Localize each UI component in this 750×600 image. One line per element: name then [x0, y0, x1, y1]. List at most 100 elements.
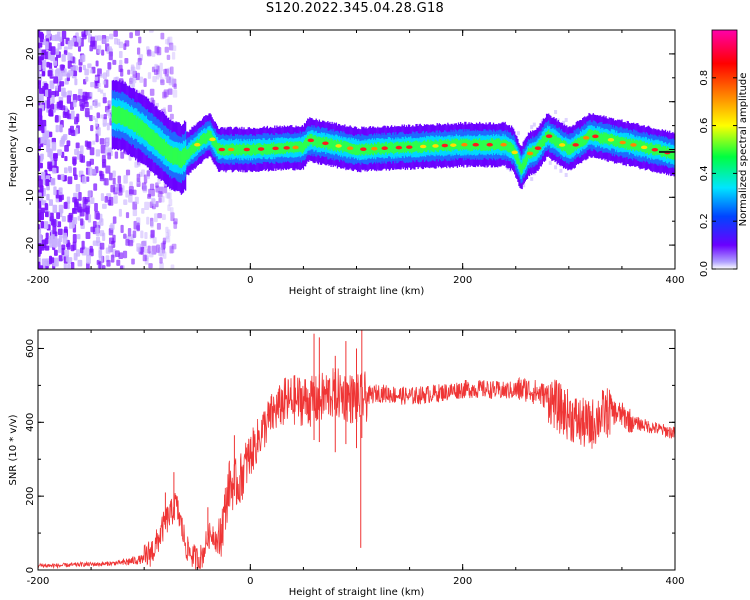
- heatmap-cell: [70, 110, 75, 120]
- heatmap-hotspot: [619, 140, 626, 145]
- heatmap-cell: [102, 203, 107, 209]
- heatmap-cell: [90, 197, 95, 204]
- heatmap-cell: [73, 167, 77, 177]
- heatmap-hotspot: [371, 146, 378, 151]
- heatmap-cell: [66, 71, 71, 78]
- heatmap-cell: [84, 68, 89, 76]
- heatmap-cell: [120, 224, 124, 234]
- heatmap-cell: [107, 199, 112, 206]
- heatmap-cell: [156, 244, 160, 253]
- heatmap-cell: [314, 135, 316, 146]
- heatmap-cell: [109, 33, 114, 40]
- heatmap-hotspot: [257, 147, 265, 151]
- heatmap-cell: [481, 140, 483, 152]
- heatmap-cell: [102, 92, 106, 97]
- heatmap-cell: [131, 112, 134, 130]
- heatmap-cell: [105, 143, 109, 148]
- heatmap-hotspot: [592, 134, 599, 139]
- heatmap-cell: [165, 38, 170, 45]
- heatmap-cell: [47, 70, 53, 77]
- heatmap-cell: [52, 152, 58, 159]
- heatmap-cell: [149, 234, 154, 240]
- heatmap-cell: [98, 261, 102, 269]
- heatmap-cell: [613, 135, 616, 146]
- heatmap-cell: [391, 142, 394, 154]
- heatmap-cell: [580, 136, 583, 147]
- heatmap-cell: [162, 251, 167, 259]
- heatmap-cell: [177, 148, 179, 166]
- heatmap-cell: [448, 140, 450, 151]
- heatmap-cell: [193, 143, 195, 154]
- heatmap-cell: [144, 201, 150, 211]
- heatmap-cell: [192, 142, 194, 153]
- heatmap-cell: [147, 49, 152, 57]
- heatmap-cell: [80, 104, 85, 111]
- heatmap-cell: [142, 121, 144, 139]
- heatmap-cell: [603, 131, 605, 143]
- heatmap-cell: [163, 68, 167, 75]
- heatmap-cell: [331, 139, 333, 150]
- heatmap-cell: [51, 94, 55, 104]
- heatmap-cell: [84, 207, 90, 213]
- heatmap-cell: [99, 138, 105, 145]
- heatmap-cell: [379, 143, 381, 155]
- heatmap-cell: [105, 138, 109, 143]
- heatmap-cell: [132, 209, 138, 217]
- heatmap-cell: [38, 115, 43, 122]
- heatmap-cell: [606, 133, 608, 145]
- heatmap-cell: [168, 42, 174, 51]
- heatmap-cell: [72, 99, 77, 108]
- heatmap-cell: [118, 41, 124, 49]
- heatmap-cell: [579, 136, 582, 148]
- heatmap-cell: [165, 141, 168, 159]
- heatmap-cell: [590, 129, 592, 141]
- heatmap-cell: [150, 229, 155, 238]
- heatmap-hotspot: [243, 147, 250, 152]
- heatmap-cell: [63, 202, 68, 209]
- heatmap-cell: [82, 196, 87, 204]
- heatmap-cell: [143, 248, 149, 254]
- heatmap-cell: [235, 143, 238, 155]
- heatmap-cell: [303, 140, 306, 151]
- heatmap-cell: [108, 244, 113, 253]
- heatmap-cell: [99, 173, 105, 182]
- heatmap-cell: [194, 141, 196, 153]
- heatmap-cell: [94, 202, 98, 212]
- heatmap-cell: [52, 226, 57, 235]
- heatmap-cell: [564, 117, 568, 122]
- heatmap-cell: [74, 201, 79, 208]
- heatmap-cell: [104, 178, 109, 186]
- y-tick-label: 10: [25, 95, 36, 108]
- heatmap-cell: [600, 133, 602, 145]
- heatmap-cell: [87, 214, 92, 223]
- heatmap-cell: [72, 217, 78, 225]
- heatmap-cell: [67, 263, 71, 269]
- heatmap-cell: [167, 204, 171, 212]
- heatmap-cell: [217, 143, 220, 154]
- heatmap-cell: [280, 142, 282, 154]
- heatmap-cell: [67, 60, 72, 69]
- heatmap-cell: [118, 51, 123, 59]
- heatmap-cell: [156, 73, 160, 80]
- heatmap-cell: [118, 208, 122, 217]
- heatmap-cell: [46, 61, 50, 68]
- y-tick-label: 20: [25, 48, 36, 61]
- y-tick-label: 400: [25, 413, 36, 432]
- heatmap-cell: [554, 110, 558, 115]
- heatmap-cell: [533, 146, 535, 157]
- heatmap-cell: [597, 131, 600, 142]
- heatmap-cell: [191, 144, 193, 155]
- heatmap-cell: [102, 159, 107, 167]
- heatmap-cell: [167, 37, 171, 46]
- heatmap-cells: [38, 30, 675, 269]
- heatmap-cell: [48, 89, 52, 98]
- heatmap-cell: [149, 88, 155, 96]
- heatmap-cell: [76, 113, 80, 123]
- heatmap-cell: [557, 137, 559, 148]
- heatmap-cell: [484, 140, 486, 151]
- heatmap-cell: [99, 230, 105, 237]
- heatmap-cell: [150, 97, 154, 104]
- heatmap-cell: [39, 33, 45, 43]
- heatmap-hotspot: [322, 141, 329, 146]
- heatmap-cell: [46, 193, 50, 201]
